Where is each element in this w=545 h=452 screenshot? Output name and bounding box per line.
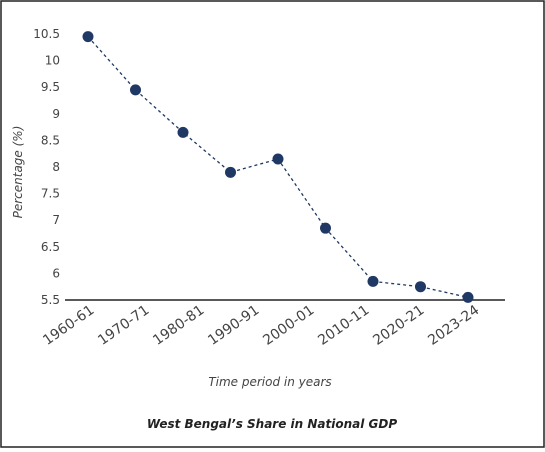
data-point [82, 31, 94, 43]
data-point [225, 166, 236, 178]
data-point [130, 84, 141, 96]
y-tick-label: 8.5 [41, 133, 60, 147]
y-tick-label: 8 [52, 160, 60, 174]
y-tick-label: 10.5 [33, 27, 60, 41]
y-tick-label: 10 [45, 54, 60, 68]
data-point [320, 222, 331, 234]
y-tick-label: 7 [52, 213, 60, 227]
chart-title: West Bengal’s Share in National GDP [147, 417, 398, 431]
data-point [272, 153, 284, 165]
y-tick-label: 6 [52, 266, 60, 280]
y-tick-label: 7.5 [41, 187, 60, 201]
y-axis-label: Percentage (%) [11, 126, 25, 219]
y-tick-label: 6.5 [41, 240, 60, 254]
data-point [415, 281, 426, 293]
y-tick-label: 9.5 [41, 80, 60, 94]
data-point [367, 275, 379, 287]
y-tick-label: 9 [52, 107, 60, 121]
data-point [462, 291, 474, 303]
x-axis-label: Time period in years [208, 375, 331, 389]
y-tick-label: 5.5 [41, 293, 60, 307]
data-point [177, 126, 189, 138]
